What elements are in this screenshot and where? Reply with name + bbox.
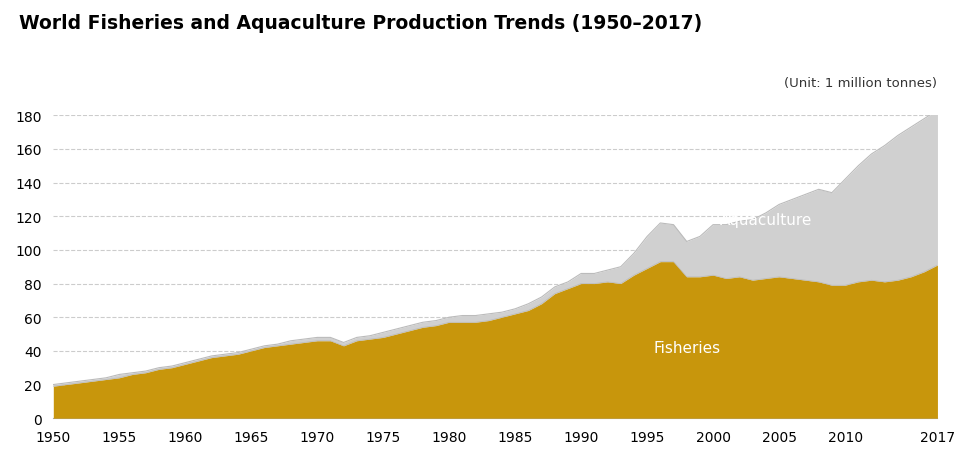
Text: (Unit: 1 million tonnes): (Unit: 1 million tonnes) <box>784 77 936 90</box>
Text: Fisheries: Fisheries <box>652 340 720 355</box>
Text: World Fisheries and Aquaculture Production Trends (1950–2017): World Fisheries and Aquaculture Producti… <box>19 14 702 33</box>
Text: Aquaculture: Aquaculture <box>719 213 811 228</box>
